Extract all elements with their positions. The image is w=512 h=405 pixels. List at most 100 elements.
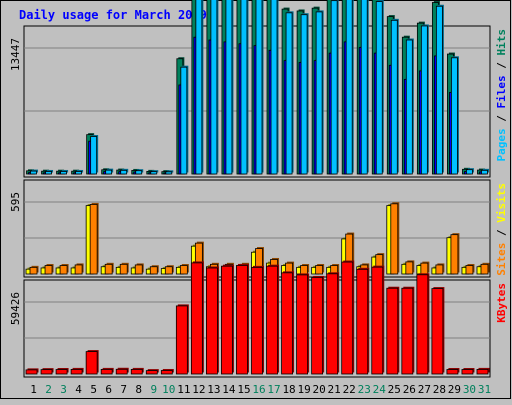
bar-sites-day-2 bbox=[44, 265, 53, 275]
bar-kbytes bbox=[341, 260, 355, 375]
bar-sites bbox=[74, 263, 84, 275]
bar-pages bbox=[180, 65, 189, 175]
panel-bandwidth: 59426 KBytes bbox=[9, 260, 508, 378]
bar-kbytes bbox=[221, 264, 234, 375]
bar-kbytes-day-2 bbox=[40, 369, 53, 375]
bar-pages bbox=[225, 0, 234, 175]
day-label-22: 22 bbox=[343, 383, 356, 396]
bar-pages-day-23 bbox=[360, 0, 368, 175]
axis-label-part: KBytes bbox=[495, 283, 508, 323]
bar-kbytes bbox=[401, 286, 415, 375]
bar-pages-day-14 bbox=[225, 0, 233, 175]
bar-pages-day-20 bbox=[315, 11, 323, 175]
bar-kbytes-day-28 bbox=[431, 288, 444, 375]
bar-pages bbox=[451, 56, 459, 175]
bar-pages-day-10 bbox=[165, 171, 173, 175]
bar-pages-day-13 bbox=[210, 0, 218, 175]
bar-kbytes-day-7 bbox=[115, 368, 128, 375]
day-label-2: 2 bbox=[45, 383, 52, 396]
y-max-label: 595 bbox=[9, 192, 22, 212]
day-label-14: 14 bbox=[222, 383, 236, 396]
axis-label-part: / bbox=[495, 56, 508, 76]
axis-label-part: Hits bbox=[495, 29, 508, 56]
bar-pages-day-9 bbox=[150, 171, 158, 175]
bar-kbytes bbox=[251, 265, 264, 375]
bar-sites-day-11 bbox=[179, 265, 188, 275]
day-label-23: 23 bbox=[358, 383, 371, 396]
bar-pages bbox=[315, 10, 324, 175]
axis-label-part: Visits bbox=[495, 183, 508, 223]
bar-pages bbox=[405, 38, 414, 175]
bar-pages-day-25 bbox=[390, 19, 398, 175]
bar-kbytes bbox=[431, 287, 445, 375]
bar-kbytes-day-11 bbox=[175, 305, 188, 375]
bar-kbytes bbox=[55, 368, 69, 375]
bar-sites-day-8 bbox=[134, 264, 143, 275]
day-label-15: 15 bbox=[237, 383, 250, 396]
bar-kbytes-day-24 bbox=[371, 266, 384, 375]
day-label-10: 10 bbox=[162, 383, 175, 396]
bar-kbytes-day-4 bbox=[70, 368, 83, 375]
bar-kbytes bbox=[130, 367, 144, 375]
bar-kbytes bbox=[190, 261, 204, 375]
day-label-31: 31 bbox=[478, 383, 491, 396]
bar-pages-day-21 bbox=[330, 0, 338, 175]
bar-kbytes bbox=[206, 266, 219, 375]
bar-kbytes-day-29 bbox=[446, 369, 459, 375]
bar-kbytes-day-13 bbox=[206, 267, 218, 375]
bar-kbytes-day-18 bbox=[281, 272, 293, 375]
bar-kbytes bbox=[25, 368, 39, 375]
axis-label-part: / bbox=[495, 109, 508, 129]
bar-kbytes-day-9 bbox=[145, 370, 158, 375]
axis-label-part: / bbox=[495, 223, 508, 243]
bar-sites-day-10 bbox=[164, 266, 173, 275]
bar-pages-day-17 bbox=[270, 0, 278, 175]
bar-pages bbox=[300, 13, 309, 175]
bar-sites-day-25 bbox=[390, 203, 399, 275]
bar-pages-day-30 bbox=[466, 169, 473, 175]
bar-pages-day-29 bbox=[451, 57, 458, 175]
bar-kbytes bbox=[356, 267, 370, 375]
bar-pages bbox=[285, 11, 294, 175]
bar-sites bbox=[435, 263, 445, 275]
bar-kbytes bbox=[236, 263, 249, 375]
bar-sites-day-7 bbox=[119, 263, 128, 275]
bar-kbytes bbox=[311, 275, 325, 375]
bar-pages bbox=[120, 168, 129, 175]
bar-pages bbox=[466, 168, 474, 175]
day-label-26: 26 bbox=[403, 383, 416, 396]
bar-sites-day-4 bbox=[74, 264, 83, 275]
bar-pages-day-7 bbox=[120, 169, 128, 175]
bar-pages bbox=[420, 24, 429, 175]
bar-pages-day-2 bbox=[45, 171, 52, 175]
day-label-13: 13 bbox=[207, 383, 220, 396]
day-label-5: 5 bbox=[90, 383, 97, 396]
day-label-20: 20 bbox=[313, 383, 326, 396]
bar-kbytes bbox=[386, 286, 400, 375]
bar-kbytes-day-6 bbox=[100, 368, 113, 375]
bar-pages bbox=[150, 170, 159, 175]
bar-pages bbox=[210, 0, 219, 175]
bar-kbytes bbox=[446, 368, 460, 375]
bar-kbytes bbox=[100, 367, 114, 375]
bar-pages bbox=[240, 0, 249, 175]
bar-kbytes-day-15 bbox=[236, 265, 248, 375]
bar-kbytes-day-30 bbox=[461, 369, 474, 375]
bar-kbytes bbox=[85, 350, 99, 375]
bar-sites-day-5 bbox=[89, 204, 98, 275]
bar-pages-day-15 bbox=[240, 0, 248, 175]
bar-sites-day-26 bbox=[405, 261, 414, 275]
bar-pages bbox=[375, 0, 384, 175]
axis-label-part: Files bbox=[495, 75, 508, 108]
day-label-8: 8 bbox=[135, 383, 142, 396]
bar-sites bbox=[179, 264, 189, 275]
bar-pages bbox=[481, 168, 489, 175]
bar-kbytes bbox=[160, 368, 174, 375]
bar-pages bbox=[435, 4, 444, 175]
bar-pages bbox=[60, 169, 69, 175]
bar-sites bbox=[390, 202, 400, 275]
bar-pages-day-27 bbox=[420, 25, 428, 175]
bar-pages-day-31 bbox=[481, 169, 488, 175]
bar-kbytes bbox=[371, 265, 385, 375]
